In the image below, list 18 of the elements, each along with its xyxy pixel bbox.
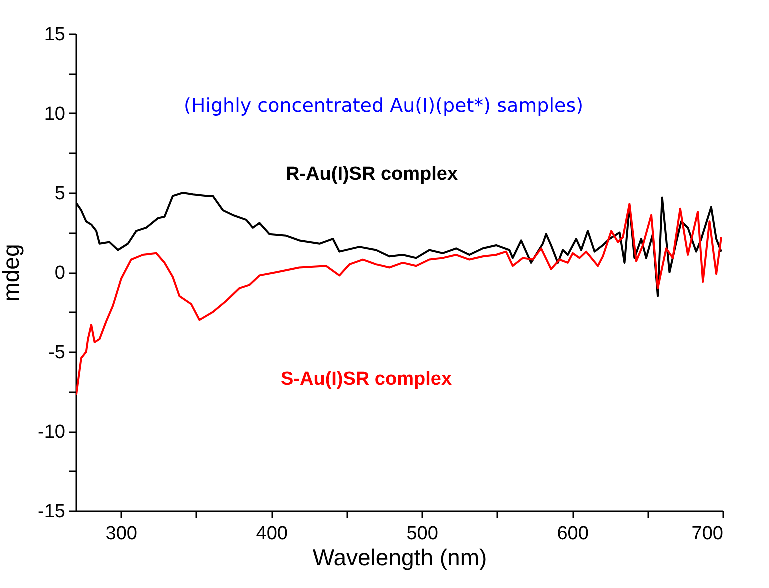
x-tick-label: 400: [256, 524, 288, 544]
y-tick-label: -5: [48, 342, 66, 364]
y-tick-label: 15: [44, 24, 66, 46]
x-tick-label: 500: [406, 524, 438, 544]
line-series: [76, 203, 722, 396]
text: R-Au(I)SR complex: [286, 164, 458, 185]
y-tick-label: -15: [38, 502, 66, 522]
x-axis-title: Wavelength (nm): [312, 544, 488, 570]
y-tick-label: 5: [54, 184, 66, 204]
y-tick-label: 0: [54, 263, 66, 284]
text: S-Au(I)SR complex: [281, 369, 452, 390]
y-axis-title: mdeg: [0, 244, 24, 302]
y-tick-label: 10: [44, 104, 66, 125]
x-tick-label: 600: [557, 524, 589, 544]
x-tick-label: 300: [106, 524, 138, 544]
x-tick-label: 700: [692, 524, 724, 544]
annotation: (Highly concentrated Au(I)(pet*) samples): [184, 95, 584, 117]
y-tick-label: -10: [38, 422, 66, 443]
